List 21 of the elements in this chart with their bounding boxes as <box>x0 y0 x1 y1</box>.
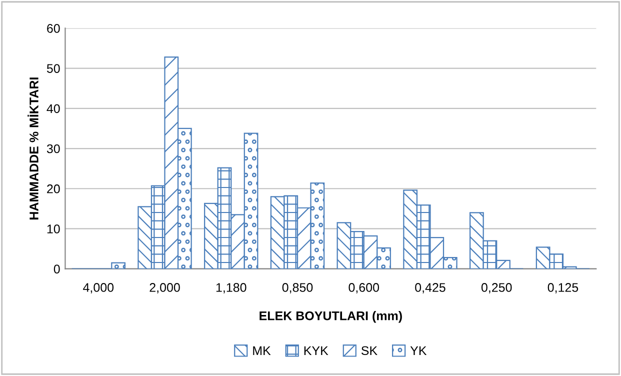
x-tick-label: 0,125 <box>548 283 578 294</box>
y-tick-label: 10 <box>47 224 60 234</box>
y-axis-title: HAMMADDE % MİKTARI <box>28 78 38 220</box>
y-tick-label: 20 <box>47 184 60 194</box>
x-tick-label: 1,180 <box>216 283 246 294</box>
x-tick-label: 0,600 <box>348 283 380 294</box>
y-tick-label: 60 <box>47 24 60 33</box>
y-tick-label: 30 <box>46 144 60 154</box>
y-tick-label: 40 <box>46 104 60 114</box>
legend-label: MK <box>253 346 271 355</box>
legend-label: KYK <box>304 346 328 355</box>
legend-label: SK <box>361 346 378 356</box>
x-tick-label: 0,425 <box>415 283 446 294</box>
x-tick-label: 0,250 <box>481 283 512 294</box>
legend-label: YK <box>410 346 427 355</box>
x-tick-label: 4,000 <box>83 283 114 294</box>
x-tick-label: 2,000 <box>150 283 180 294</box>
y-tick-label: 0 <box>54 264 60 274</box>
x-tick-label: 0,850 <box>282 283 313 294</box>
y-tick-label: 50 <box>46 64 60 73</box>
x-axis-title: ELEK BOYUTLARI (mm) <box>260 311 402 323</box>
